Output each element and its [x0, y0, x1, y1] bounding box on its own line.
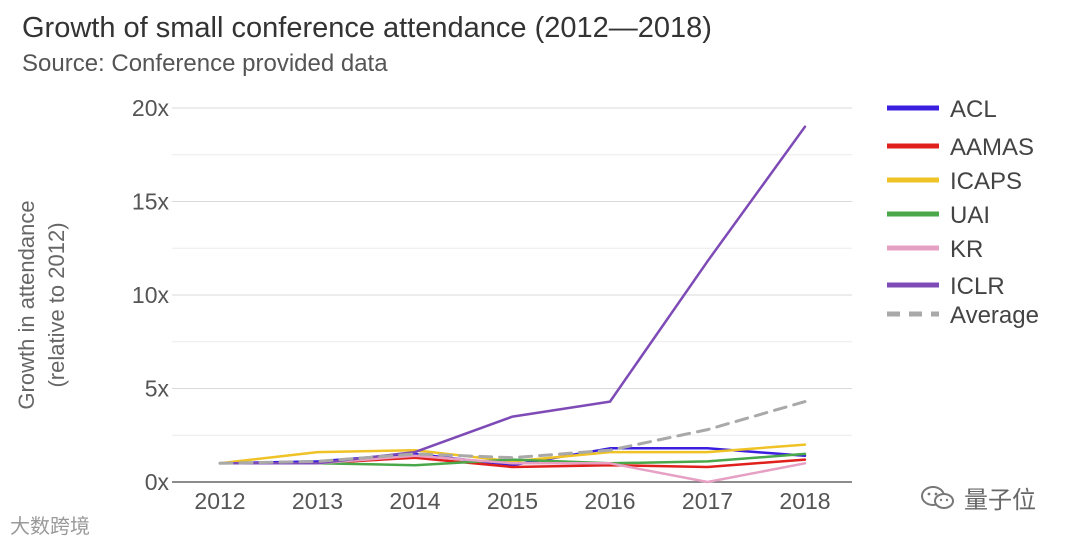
y-tick-label: 10x: [132, 282, 170, 308]
x-tick-label: 2017: [682, 488, 733, 514]
y-tick-label: 20x: [132, 95, 170, 121]
watermark-right: 量子位: [920, 480, 1036, 515]
series-lines: [218, 125, 807, 484]
legend-label-uai: UAI: [950, 202, 990, 229]
y-tick-label: 0x: [145, 469, 170, 495]
legend-label-average: Average: [950, 302, 1039, 329]
y-axis-label: Growth in attendance (relative to 2012): [14, 200, 69, 409]
watermark-right-text: 量子位: [964, 486, 1036, 514]
x-tick-labels: 2012 2013 2014 2015 2016 2017 2018: [194, 488, 830, 514]
legend-label-iclr: ICLR: [950, 273, 1005, 300]
x-tick-label: 2018: [779, 488, 830, 514]
chart-title: Growth of small conference attendance (2…: [22, 12, 712, 44]
legend-label-icaps: ICAPS: [950, 168, 1022, 195]
x-tick-label: 2013: [292, 488, 343, 514]
gridlines: [172, 107, 852, 483]
watermark-left-text: 大数跨境: [10, 514, 90, 538]
y-tick-label: 15x: [132, 189, 170, 215]
chart-subtitle: Source: Conference provided data: [22, 50, 388, 77]
legend-label-kr: KR: [950, 236, 983, 263]
legend-label-aamas: AAMAS: [950, 134, 1034, 161]
wechat-icon: [921, 485, 954, 509]
series-line-icaps: [218, 443, 807, 465]
y-tick-label: 5x: [145, 376, 170, 402]
legend-label-acl: ACL: [950, 96, 997, 123]
series-line-iclr: [218, 125, 807, 465]
y-tick-labels: 0x 5x 10x 15x 20x: [132, 95, 170, 495]
x-tick-label: 2016: [584, 488, 635, 514]
x-tick-label: 2014: [389, 488, 440, 514]
series-line-acl: [218, 447, 807, 467]
series-line-average: [218, 400, 807, 465]
x-tick-label: 2012: [194, 488, 245, 514]
y-axis-label-line: Growth in attendance: [14, 200, 39, 409]
watermark-left: 大数跨境: [10, 510, 90, 539]
x-tick-label: 2015: [487, 488, 538, 514]
y-axis-label-line: (relative to 2012): [44, 222, 69, 387]
